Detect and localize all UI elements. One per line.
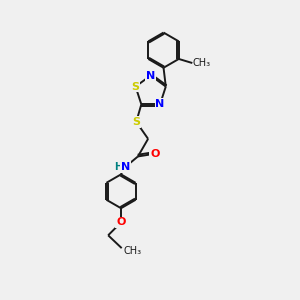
Text: O: O: [150, 149, 160, 159]
Text: N: N: [155, 99, 165, 109]
Text: N: N: [146, 70, 155, 80]
Text: H: H: [115, 162, 123, 172]
Text: S: S: [132, 117, 140, 127]
Text: CH₃: CH₃: [193, 58, 211, 68]
Text: S: S: [131, 82, 140, 92]
Text: O: O: [116, 218, 126, 227]
Text: N: N: [121, 162, 130, 172]
Text: CH₃: CH₃: [123, 246, 141, 256]
